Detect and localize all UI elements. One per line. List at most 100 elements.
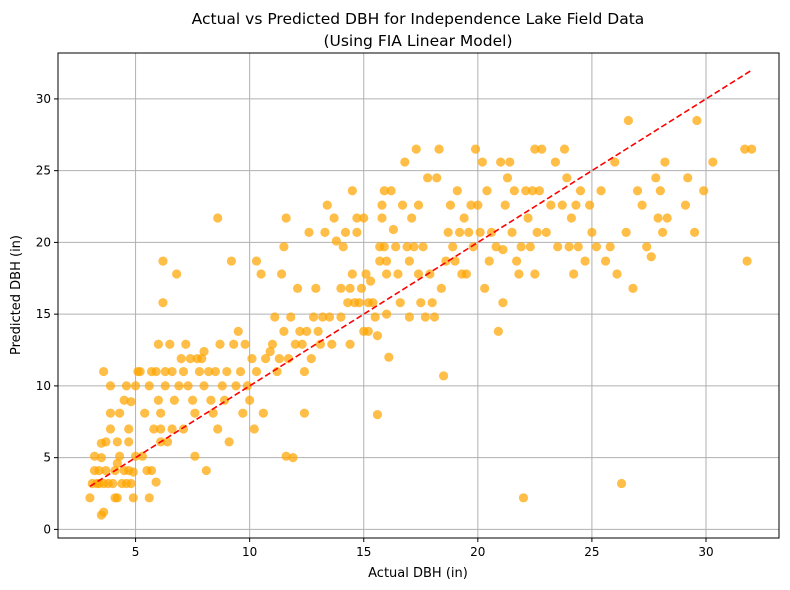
- data-point: [660, 157, 670, 167]
- data-point: [240, 339, 250, 349]
- data-point: [181, 339, 191, 349]
- data-point: [413, 200, 424, 210]
- data-point: [99, 507, 109, 517]
- data-point: [377, 200, 387, 210]
- data-point: [388, 224, 399, 235]
- data-point: [708, 157, 718, 167]
- data-point: [281, 213, 291, 223]
- data-point: [249, 424, 259, 434]
- data-point: [144, 381, 154, 391]
- data-point: [347, 186, 357, 196]
- data-point: [532, 227, 542, 237]
- data-point: [153, 339, 163, 349]
- data-point: [105, 381, 116, 391]
- data-point: [689, 227, 700, 237]
- data-point: [370, 312, 380, 322]
- data-point: [404, 256, 414, 266]
- data-point: [299, 408, 310, 418]
- chart-title-line2: (Using FIA Linear Model): [323, 32, 512, 50]
- data-point: [185, 354, 195, 364]
- data-point: [288, 453, 298, 463]
- data-point: [683, 173, 693, 183]
- data-point: [304, 227, 314, 237]
- data-point: [199, 381, 209, 391]
- data-point: [468, 242, 478, 252]
- data-point: [427, 298, 437, 308]
- data-point: [261, 354, 271, 364]
- data-point: [324, 312, 335, 322]
- chart-title-line1: Actual vs Predicted DBH for Independence…: [192, 10, 645, 28]
- data-point: [311, 283, 321, 293]
- data-point: [245, 395, 255, 405]
- data-point: [160, 381, 170, 391]
- data-point: [445, 200, 456, 210]
- data-point: [395, 298, 405, 308]
- data-point: [153, 395, 163, 405]
- data-point: [112, 493, 122, 503]
- data-point: [623, 115, 634, 126]
- data-point: [315, 339, 325, 349]
- data-point: [400, 157, 410, 167]
- data-point: [372, 409, 383, 420]
- data-point: [210, 366, 221, 377]
- data-point: [156, 408, 166, 418]
- data-point: [306, 354, 316, 364]
- data-point: [99, 366, 109, 377]
- data-point: [302, 326, 312, 336]
- data-point: [320, 227, 330, 237]
- data-point: [527, 186, 538, 196]
- data-point: [530, 144, 540, 154]
- data-point: [176, 354, 186, 364]
- data-point: [409, 242, 419, 252]
- x-axis-label: Actual DBH (in): [368, 566, 468, 581]
- data-point: [338, 242, 348, 252]
- y-tick-label: 25: [36, 164, 51, 178]
- data-point: [331, 236, 341, 246]
- data-point: [600, 256, 611, 266]
- data-point: [279, 242, 289, 252]
- data-point: [101, 437, 111, 447]
- data-point: [356, 283, 367, 293]
- data-point: [429, 312, 440, 322]
- data-point: [126, 397, 136, 407]
- data-point: [425, 269, 435, 279]
- data-point: [621, 227, 631, 237]
- data-point: [591, 242, 602, 252]
- data-point: [336, 283, 346, 293]
- data-point: [464, 227, 474, 237]
- data-point: [642, 242, 652, 252]
- data-point: [596, 186, 606, 196]
- data-point: [637, 200, 647, 210]
- y-tick-label: 0: [43, 522, 51, 536]
- data-point: [411, 144, 421, 154]
- data-point: [391, 242, 401, 252]
- data-point: [516, 242, 526, 252]
- data-point: [251, 366, 262, 377]
- data-point: [498, 298, 508, 308]
- data-point: [418, 242, 428, 252]
- data-point: [423, 173, 433, 183]
- data-points: [85, 115, 757, 520]
- data-point: [438, 371, 449, 381]
- data-point: [628, 283, 638, 293]
- data-point: [340, 227, 351, 237]
- data-point: [140, 408, 150, 418]
- y-tick-label: 10: [36, 379, 51, 393]
- x-tick-label: 10: [242, 545, 257, 559]
- data-point: [352, 227, 362, 237]
- data-point: [144, 493, 154, 503]
- data-point: [135, 366, 145, 377]
- data-point: [318, 312, 328, 322]
- plot-area-frame: [57, 52, 780, 539]
- data-point: [233, 326, 243, 336]
- data-point: [459, 213, 469, 223]
- data-point: [448, 242, 458, 252]
- data-point: [564, 242, 574, 252]
- data-point: [322, 200, 332, 210]
- data-point: [203, 366, 214, 377]
- data-point: [381, 256, 392, 266]
- x-tick-label: 25: [584, 545, 599, 559]
- data-point: [496, 157, 506, 167]
- data-point: [213, 213, 223, 223]
